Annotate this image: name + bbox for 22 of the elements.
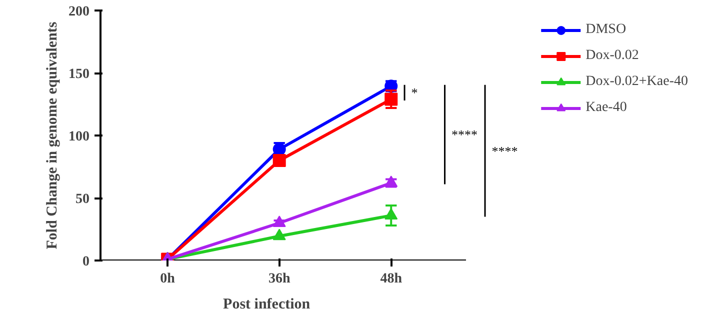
annotation: **** <box>451 127 478 142</box>
y-axis-title: Fold Change in genome equivalents <box>44 22 60 250</box>
y-tick-label: 50 <box>76 192 90 207</box>
y-tick-label: 100 <box>68 130 90 144</box>
x-tick-label: 36h <box>268 272 290 286</box>
y-tick-label: 0 <box>82 254 90 270</box>
text: **** <box>492 143 518 158</box>
legend-label: Dox-0.02+Kae-40 <box>586 74 688 90</box>
point <box>272 154 286 167</box>
legend-label: Kae-40 <box>586 100 627 116</box>
legend-label: Dox-0.02 <box>586 48 639 64</box>
x-tick-label: 48h <box>380 272 402 286</box>
point <box>384 208 398 220</box>
point <box>272 142 286 156</box>
x-tick-label: 0h <box>160 272 176 286</box>
x-axis-title: Post infection <box>223 296 311 312</box>
point <box>384 92 398 106</box>
y-tick-label: 200 <box>68 4 90 20</box>
point <box>272 228 286 240</box>
legend-label: DMSO <box>586 22 626 38</box>
y-tick-label: 150 <box>68 67 90 82</box>
annotation: * <box>411 85 418 100</box>
